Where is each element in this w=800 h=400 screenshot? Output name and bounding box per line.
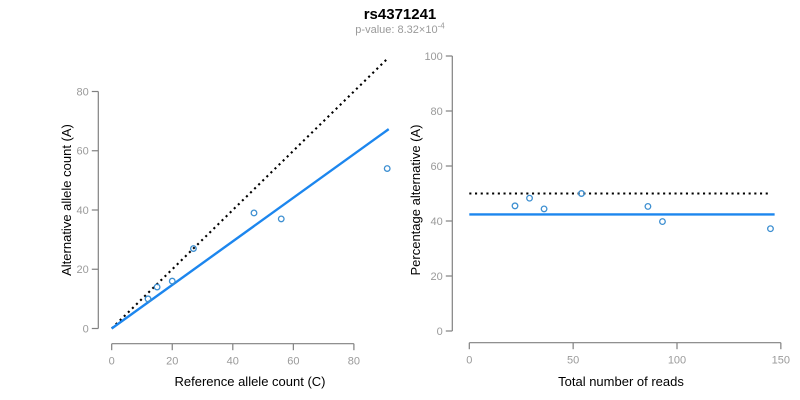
x-tick-label: 80	[348, 356, 360, 368]
y-tick-label: 60	[77, 146, 89, 158]
data-point	[767, 225, 774, 233]
y-tick-label: 40	[431, 216, 443, 228]
y-tick-label: 80	[77, 86, 89, 98]
data-point	[511, 202, 519, 210]
x-axis-title: Total number of reads	[558, 374, 684, 389]
x-tick-label: 0	[466, 355, 472, 367]
x-tick-label: 40	[227, 356, 239, 368]
data-point	[526, 194, 533, 202]
y-tick-label: 0	[437, 326, 443, 338]
data-point	[659, 218, 666, 225]
y-tick-label: 20	[77, 264, 89, 276]
data-point	[540, 205, 548, 213]
data-point	[189, 245, 197, 252]
data-point	[250, 209, 258, 217]
data-point	[277, 215, 285, 223]
x-tick-label: 20	[166, 356, 178, 368]
x-tick-label: 0	[109, 356, 115, 368]
data-point	[153, 283, 161, 291]
data-points	[144, 165, 391, 303]
y-tick-label: 0	[83, 323, 89, 335]
y-tick-label: 20	[431, 271, 443, 283]
left-plot: 0 20 40 60 80 0 20 40 60 80 Reference allele count…	[59, 58, 391, 389]
data-point	[144, 295, 152, 303]
x-tick-label: 100	[668, 355, 686, 367]
data-point	[383, 165, 391, 172]
fit-line	[110, 128, 390, 330]
data-point	[168, 277, 176, 285]
y-axis: 0 20 40 60 80	[77, 86, 99, 335]
data-point	[578, 190, 585, 197]
y-tick-label: 40	[77, 205, 89, 217]
y-tick-label: 60	[431, 161, 443, 173]
x-tick-label: 60	[287, 356, 299, 368]
y-tick-label: 80	[431, 106, 443, 118]
x-axis: 0 50 100 150	[466, 342, 790, 367]
identity-line	[110, 58, 388, 330]
data-point	[644, 202, 652, 210]
x-tick-label: 50	[567, 355, 579, 367]
x-axis-title: Reference allele count (C)	[174, 374, 325, 389]
y-axis-title: Percentage alternative (A)	[408, 124, 423, 275]
y-tick-label: 100	[424, 51, 442, 63]
data-points	[511, 190, 774, 233]
y-axis-title: Alternative allele count (A)	[59, 124, 74, 276]
y-axis: 0 20 40 60 80 100	[424, 51, 453, 338]
x-axis: 0 20 40 60 80	[109, 343, 360, 368]
x-tick-label: 150	[772, 355, 790, 367]
right-plot: 0 20 40 60 80 100 0 50 100 150 Total number of rea…	[408, 51, 790, 389]
